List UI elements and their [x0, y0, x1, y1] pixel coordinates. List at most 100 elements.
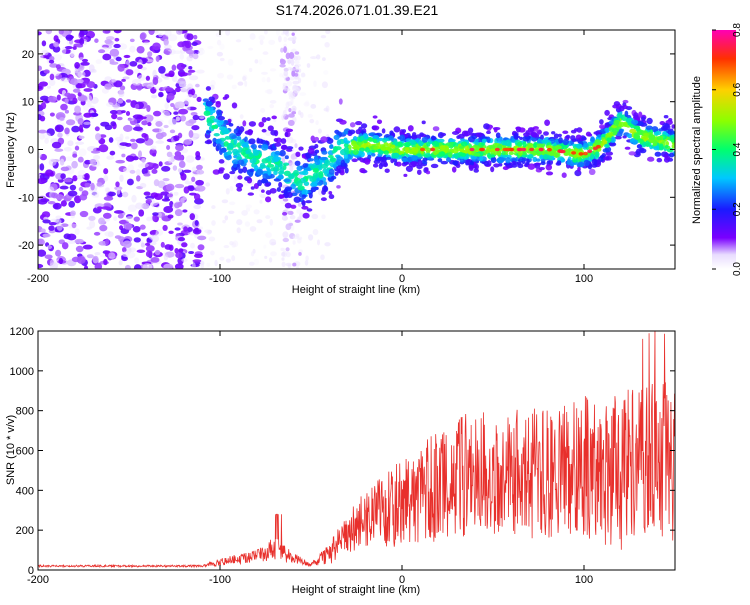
spectrogram-xtick-label: 100 [575, 273, 593, 285]
spectrogram-cell [231, 175, 235, 180]
spectrogram-cell [339, 119, 347, 125]
spectrogram-cell [129, 38, 135, 43]
spectrogram-cell [440, 160, 449, 165]
spectrogram-cell [403, 141, 411, 148]
spectrogram-cell [74, 195, 82, 204]
spectrogram-cell [238, 126, 245, 133]
spectrogram-cell [452, 153, 459, 158]
spectrogram-cell [377, 143, 381, 149]
spectrogram-cell [533, 142, 538, 148]
spectrogram-cell [174, 202, 181, 209]
spectrogram-cell [215, 138, 222, 145]
spectrogram-cell [521, 147, 527, 152]
spectrogram-cell [275, 30, 280, 36]
spectrogram-cell [554, 145, 562, 150]
spectrogram-cell [56, 94, 61, 101]
spectrogram-cell [523, 132, 530, 137]
spectrogram-cell [225, 258, 231, 263]
spectrogram-cell [218, 30, 224, 34]
spectrogram-cell [218, 159, 225, 164]
spectrogram-cell [115, 56, 122, 62]
spectrogram-cell [399, 134, 406, 142]
spectrogram-cell [270, 129, 278, 136]
spectrogram-cell [490, 158, 495, 163]
spectrogram-cell [244, 221, 251, 227]
spectrogram-cell [295, 151, 301, 157]
spectrogram-cell [48, 79, 56, 86]
snr-ytick-label: 1200 [10, 326, 34, 338]
spectrogram-cell [281, 261, 286, 268]
spectrogram-cell [38, 129, 47, 134]
spectrogram-cell [656, 136, 663, 141]
spectrogram-cell [134, 103, 140, 109]
colorbar-tick-label: 0.8 [732, 23, 743, 37]
spectrogram-cell [221, 199, 229, 204]
spectrogram-cell [98, 49, 106, 54]
spectrogram-cell [292, 262, 297, 267]
spectrogram-cell [235, 182, 244, 189]
spectrogram-cell [529, 147, 535, 152]
spectrogram-cell [111, 78, 117, 83]
spectrogram-cell [195, 155, 201, 161]
spectrogram-cell [190, 242, 195, 249]
spectrogram-cell [666, 147, 674, 153]
spectrogram-cell [267, 125, 274, 132]
spectrogram-cell [283, 70, 289, 77]
spectrogram-cell [265, 232, 272, 238]
spectrogram-cell [285, 262, 292, 267]
spectrogram-cell [410, 155, 419, 161]
spectrogram-cell [515, 126, 522, 130]
spectrogram-cell [229, 240, 234, 246]
spectrogram-cell [310, 135, 316, 142]
spectrogram-cell [65, 119, 76, 126]
spectrogram-cell [228, 210, 235, 215]
spectrogram-cell [599, 124, 605, 129]
spectrogram-cell [278, 181, 283, 188]
spectrogram-cell [330, 175, 337, 180]
spectrogram-xtick-label: 0 [399, 273, 405, 285]
spectrogram-cell [256, 168, 264, 176]
spectrogram-cell [296, 208, 302, 214]
spectrogram-cell [123, 124, 133, 132]
spectrogram-cell [119, 133, 124, 142]
spectrogram-cell [108, 137, 114, 143]
spectrogram-cell [294, 160, 301, 167]
spectrogram-cell [664, 144, 669, 149]
spectrogram-cell [103, 168, 109, 175]
spectrogram-cell [293, 76, 300, 81]
spectrogram-cell [77, 117, 84, 125]
spectrogram-cell [217, 169, 224, 174]
spectrogram-cell [306, 63, 311, 68]
spectrogram-cell [125, 216, 135, 223]
spectrogram-cell [336, 165, 341, 170]
spectrogram-cell [178, 81, 187, 88]
spectrogram-cell [175, 144, 184, 152]
spectrogram-cell [604, 127, 610, 133]
spectrogram-cell [329, 157, 337, 163]
spectrogram-cell [647, 141, 652, 147]
spectrogram-cell [191, 41, 198, 46]
spectrogram-cell [328, 168, 335, 175]
spectrogram-cell [298, 251, 302, 256]
spectrogram-cell [548, 151, 556, 156]
spectrogram-cell [294, 219, 301, 223]
spectrogram-cell [303, 101, 310, 107]
spectrogram-cell [163, 254, 169, 261]
spectrogram-cell [78, 186, 84, 192]
spectrogram-cell [505, 147, 511, 152]
spectrogram-cell [168, 118, 177, 126]
spectrogram-cell [115, 181, 120, 188]
spectrogram-cell [420, 147, 425, 152]
spectrogram-cell [496, 150, 502, 156]
spectrogram-cell [38, 54, 44, 61]
spectrogram-cell [122, 240, 132, 248]
spectrogram-cell [289, 215, 296, 220]
spectrogram-cell [445, 142, 452, 146]
spectrogram-cell [144, 242, 151, 246]
spectrogram-cell [265, 190, 272, 196]
spectrogram-ylabel: Frequency (Hz) [5, 112, 17, 188]
spectrogram-cell [77, 92, 82, 97]
spectrogram-cell [231, 135, 238, 139]
spectrogram-cell [137, 64, 143, 70]
spectrogram-cell [288, 95, 292, 100]
